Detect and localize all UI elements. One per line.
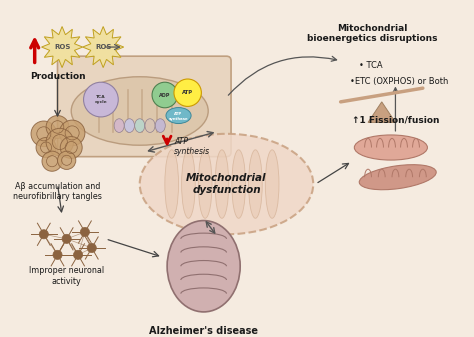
Text: Aβ accumulation and
neurofibrillary tangles: Aβ accumulation and neurofibrillary tang… xyxy=(13,182,102,201)
Text: ROS: ROS xyxy=(54,44,70,50)
Text: Alzheimer's disease: Alzheimer's disease xyxy=(149,326,258,336)
Text: TCA
cycle: TCA cycle xyxy=(95,95,107,104)
Ellipse shape xyxy=(232,150,246,218)
Text: ROS: ROS xyxy=(95,44,111,50)
Polygon shape xyxy=(42,27,82,68)
Text: Improper neuronal
activity: Improper neuronal activity xyxy=(29,266,104,286)
Circle shape xyxy=(39,230,48,239)
FancyBboxPatch shape xyxy=(57,56,231,157)
Ellipse shape xyxy=(359,165,436,190)
Circle shape xyxy=(73,250,82,259)
Circle shape xyxy=(36,137,56,158)
Circle shape xyxy=(46,128,73,156)
Circle shape xyxy=(31,121,56,147)
Circle shape xyxy=(87,243,96,252)
Circle shape xyxy=(42,151,62,171)
Polygon shape xyxy=(368,102,395,122)
Text: ADP: ADP xyxy=(159,92,171,97)
Ellipse shape xyxy=(145,119,155,132)
Ellipse shape xyxy=(265,150,279,218)
Ellipse shape xyxy=(124,119,135,132)
Circle shape xyxy=(83,82,118,117)
Ellipse shape xyxy=(198,150,212,218)
Ellipse shape xyxy=(167,221,240,312)
Ellipse shape xyxy=(248,150,262,218)
Ellipse shape xyxy=(135,119,145,132)
Circle shape xyxy=(152,82,178,108)
Text: ATP
synthase: ATP synthase xyxy=(169,112,188,121)
Circle shape xyxy=(53,250,62,259)
Ellipse shape xyxy=(355,135,428,160)
Circle shape xyxy=(62,234,71,243)
Ellipse shape xyxy=(166,108,191,124)
Text: ATP
synthesis: ATP synthesis xyxy=(174,137,210,156)
Text: Production: Production xyxy=(30,72,85,81)
Circle shape xyxy=(59,120,85,146)
Text: ↑1 Fission/fusion: ↑1 Fission/fusion xyxy=(352,116,439,125)
Text: Mitochondrial
bioenergetics disruptions: Mitochondrial bioenergetics disruptions xyxy=(307,24,438,43)
Circle shape xyxy=(174,79,201,106)
Polygon shape xyxy=(82,27,124,68)
Ellipse shape xyxy=(140,134,313,234)
Circle shape xyxy=(57,151,76,170)
Ellipse shape xyxy=(71,77,208,145)
Text: • TCA: • TCA xyxy=(359,61,383,70)
Ellipse shape xyxy=(114,119,124,132)
Text: ATP: ATP xyxy=(182,90,193,95)
Circle shape xyxy=(46,116,69,139)
Circle shape xyxy=(60,136,82,158)
Ellipse shape xyxy=(155,119,165,132)
Circle shape xyxy=(81,227,90,237)
Ellipse shape xyxy=(215,150,229,218)
Text: •ETC (OXPHOS) or Both: •ETC (OXPHOS) or Both xyxy=(350,77,448,86)
Text: Mitochondrial
dysfunction: Mitochondrial dysfunction xyxy=(186,173,267,195)
Ellipse shape xyxy=(165,150,179,218)
Ellipse shape xyxy=(182,150,195,218)
